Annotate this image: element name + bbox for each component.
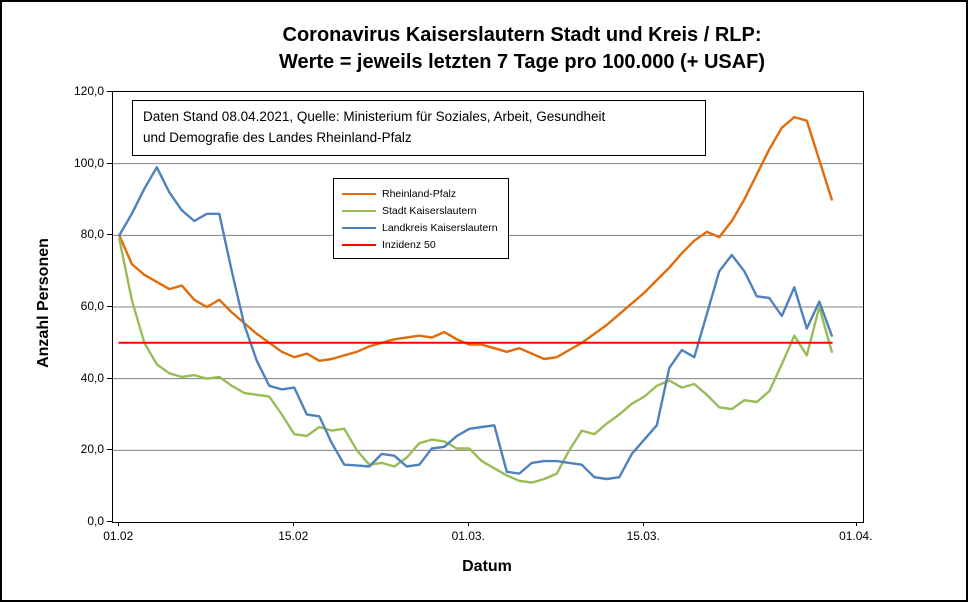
y-tick-label-60: 60,0 xyxy=(80,299,104,313)
y-tick-mark xyxy=(107,162,112,164)
x-tick-mark xyxy=(118,522,120,526)
legend-label-rheinland-pfalz: Rheinland-Pfalz xyxy=(382,187,457,200)
y-tick-mark xyxy=(107,234,112,236)
legend-label-landkreis-kaiserslautern: Landkreis Kaiserslautern xyxy=(382,221,498,234)
y-tick-label-20: 20,0 xyxy=(80,442,104,457)
legend-line-sample-stadt-kaiserslautern xyxy=(342,209,376,212)
series-line-rheinland-pfalz xyxy=(118,115,833,362)
y-tick-label-100: 100,0 xyxy=(73,155,104,170)
x-tick-mark xyxy=(468,522,470,526)
legend-item-landkreis-kaiserslautern: Landkreis Kaiserslautern xyxy=(342,219,500,236)
legend-line-sample-landkreis-kaiserslautern xyxy=(342,226,376,229)
legend: Rheinland-Pfalz Stadt Kaiserslautern Landk… xyxy=(333,178,509,259)
series-line-stadt-kaiserslautern xyxy=(118,237,833,484)
y-tick-label-0: 0,0 xyxy=(87,514,104,528)
y-axis-title: Anzahl Personen xyxy=(35,238,52,368)
chart-title: Coronavirus Kaiserslautern Stadt und Kre… xyxy=(142,22,902,76)
legend-item-inzidenz-50: Inzidenz 50 xyxy=(342,236,500,253)
legend-item-stadt-kaiserslautern: Stadt Kaiserslautern xyxy=(342,202,500,219)
chart-title-line1: Coronavirus Kaiserslautern Stadt und Kre… xyxy=(282,24,762,46)
source-info-line2: und Demografie des Landes Rheinland-Pfal… xyxy=(143,129,412,145)
chart-title-line2: Werte = jeweils letzten 7 Tage pro 100.0… xyxy=(278,51,766,73)
x-tick-mark xyxy=(855,522,857,526)
legend-line-sample-rheinland-pfalz xyxy=(342,192,376,195)
source-info-box: Daten Stand 08.04.2021, Quelle: Minister… xyxy=(132,100,706,156)
plot-area xyxy=(112,91,864,523)
x-tick-label-01-02: 01.02 xyxy=(103,529,134,543)
x-tick-mark xyxy=(643,522,645,526)
x-axis-title: Datum xyxy=(462,558,512,575)
y-tick-mark xyxy=(107,306,112,307)
legend-label-inzidenz-50: Inzidenz 50 xyxy=(382,238,436,251)
y-tick-mark xyxy=(107,377,112,379)
series-line-landkreis-kaiserslautern xyxy=(118,166,833,481)
x-tick-label-15-02: 15.02 xyxy=(278,529,309,543)
y-tick-mark xyxy=(107,91,112,92)
x-tick-mark xyxy=(293,522,295,526)
legend-label-stadt-kaiserslautern: Stadt Kaiserslautern xyxy=(382,204,477,217)
y-tick-label-80: 80,0 xyxy=(80,227,104,242)
plot-canvas xyxy=(113,115,863,484)
y-tick-mark xyxy=(107,521,112,522)
y-tick-mark xyxy=(107,449,112,451)
y-tick-label-120: 120,0 xyxy=(73,84,104,98)
y-tick-label-40: 40,0 xyxy=(80,370,104,385)
x-tick-label-01-03: 01.03. xyxy=(451,529,485,543)
legend-line-sample-inzidenz-50 xyxy=(342,243,376,246)
legend-item-rheinland-pfalz: Rheinland-Pfalz xyxy=(342,185,500,202)
source-info-line1: Daten Stand 08.04.2021, Quelle: Minister… xyxy=(143,109,606,124)
x-tick-label-15-03: 15.03. xyxy=(626,529,660,543)
x-tick-label-01-04: 01.04. xyxy=(839,529,873,543)
